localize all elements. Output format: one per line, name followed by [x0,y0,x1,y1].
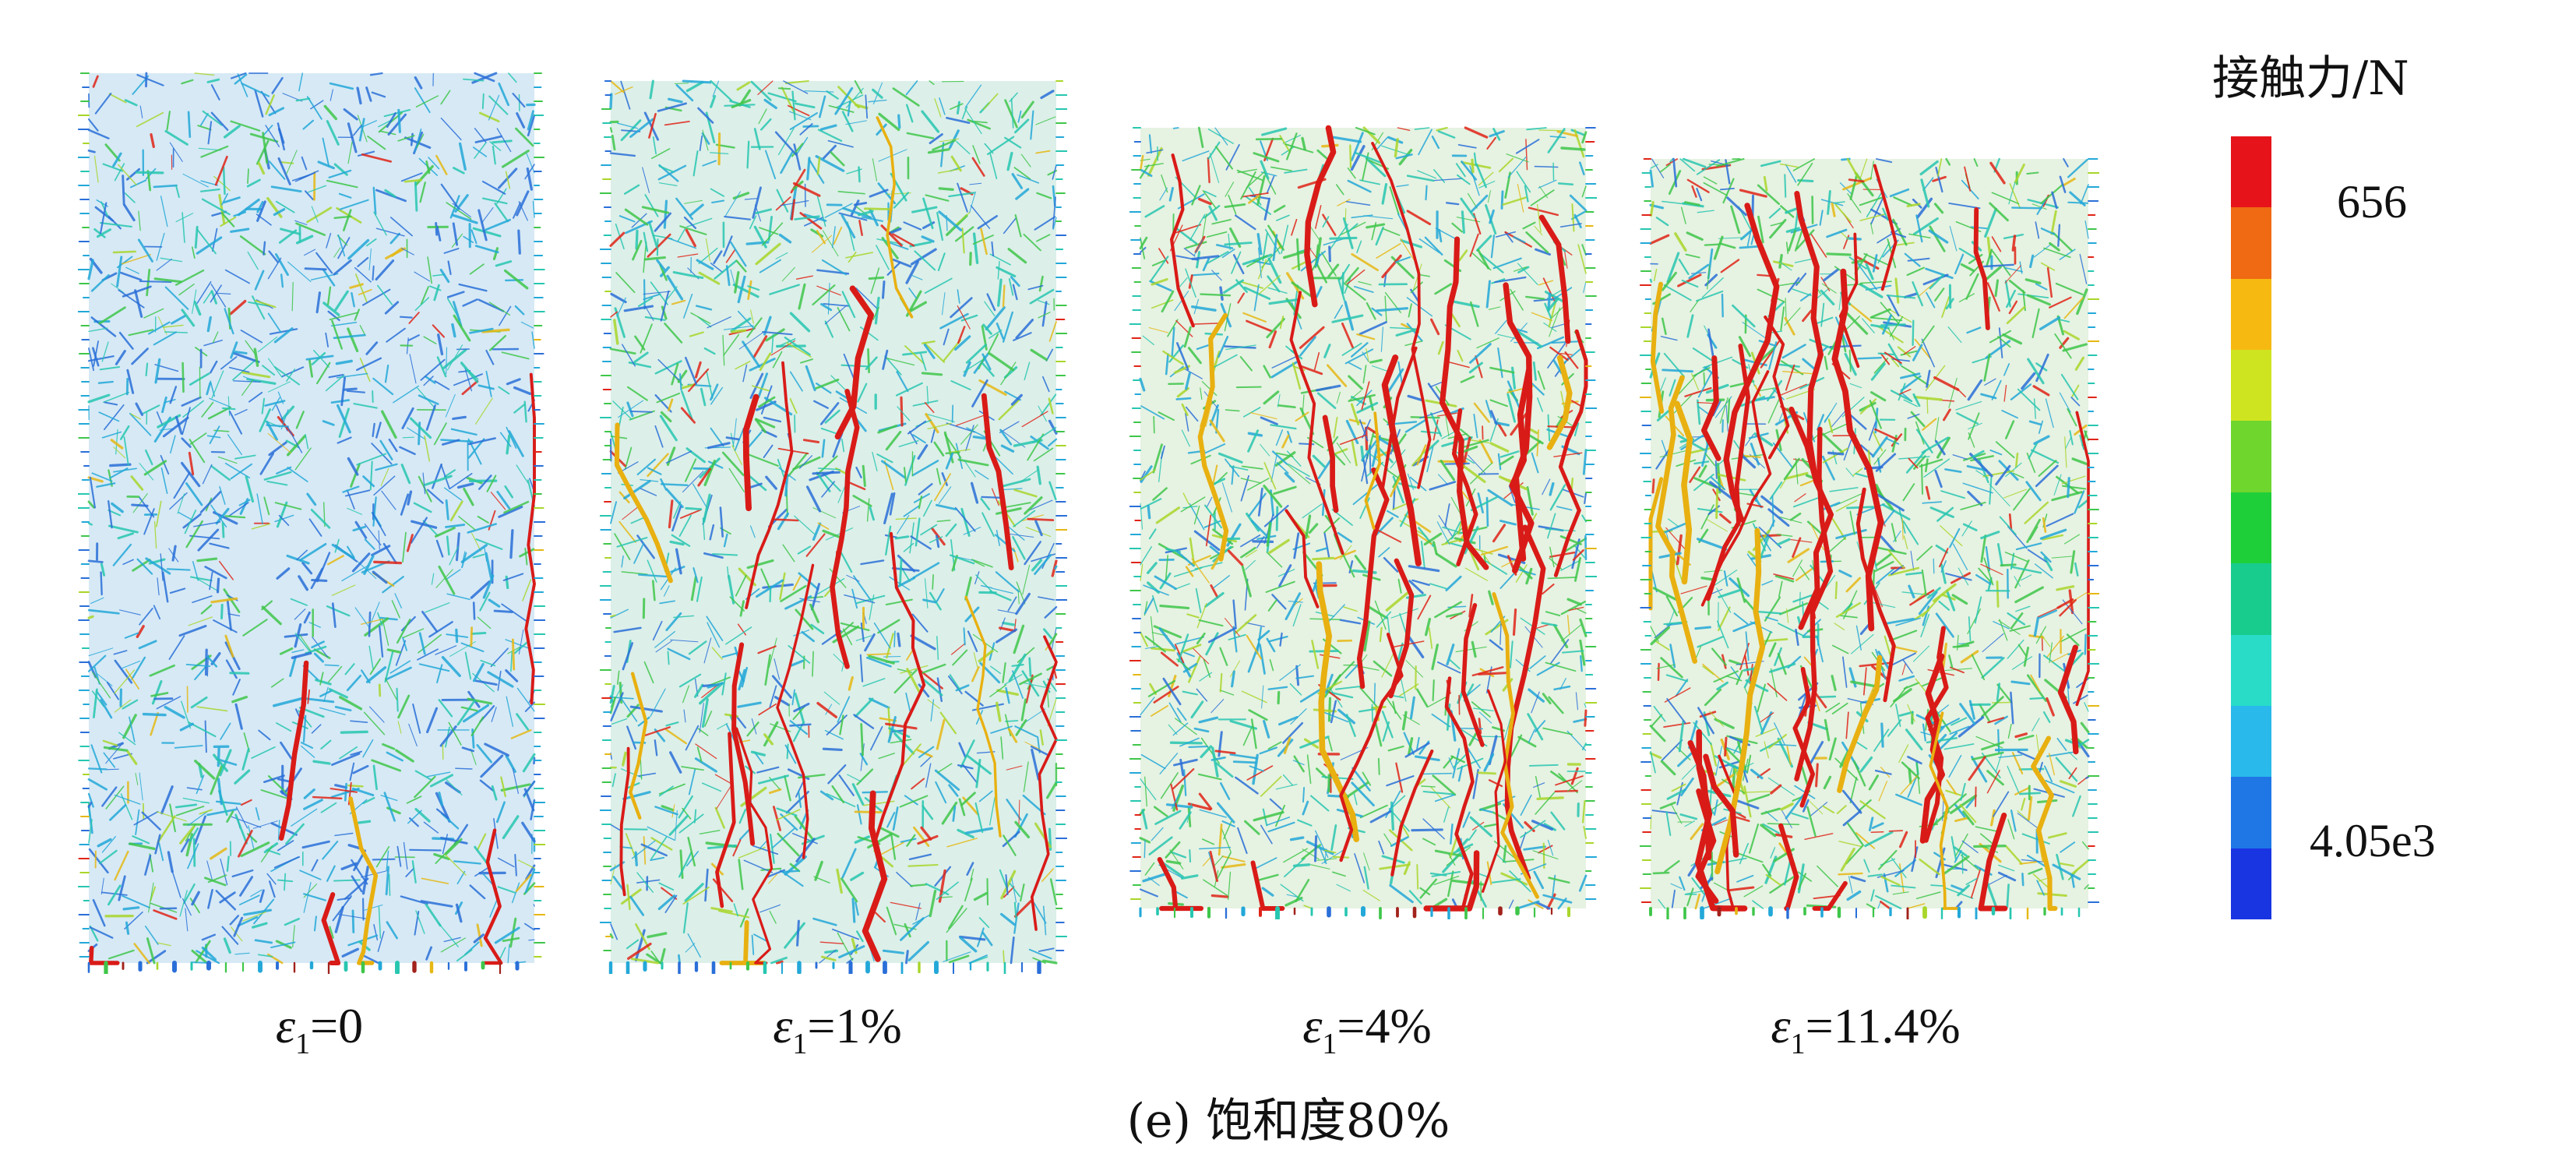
colorbar-segment [2231,777,2271,848]
colorbar-segment [2231,278,2271,351]
network-panel-3 [1129,117,1597,919]
legend-max-label: 656 [2337,176,2407,228]
figure-caption: (e) 饱和度80% [1126,1094,1450,1148]
colorbar-segment [2231,634,2271,706]
strain-label-2: ε1=1% [773,998,902,1060]
colorbar-segment [2231,421,2271,492]
colorbar-segment [2231,136,2271,208]
contact-network-image-1 [78,72,545,974]
colorbar-segment [2231,563,2271,635]
colorbar-segment [2231,350,2271,422]
colorbar-segment [2231,705,2271,778]
legend-min-label: 4.05e3 [2310,815,2436,866]
colorbar-segment [2231,207,2271,279]
contact-network-image-3 [1129,125,1597,919]
strain-label-4: ε1=11.4% [1771,998,1961,1060]
contact-network-image-2 [600,79,1067,974]
network-panel-4 [1640,148,2099,919]
colorbar-segment [2231,848,2271,919]
legend-title: 接触力/N [2212,51,2409,106]
strain-label-3: ε1=4% [1302,998,1432,1060]
network-panel-1 [78,62,545,974]
colorbar-segment [2231,492,2271,564]
strain-label-1: ε1=0 [275,998,364,1060]
network-panel-2 [600,70,1067,974]
force-colorbar [2231,136,2271,919]
contact-network-image-4 [1640,157,2099,919]
